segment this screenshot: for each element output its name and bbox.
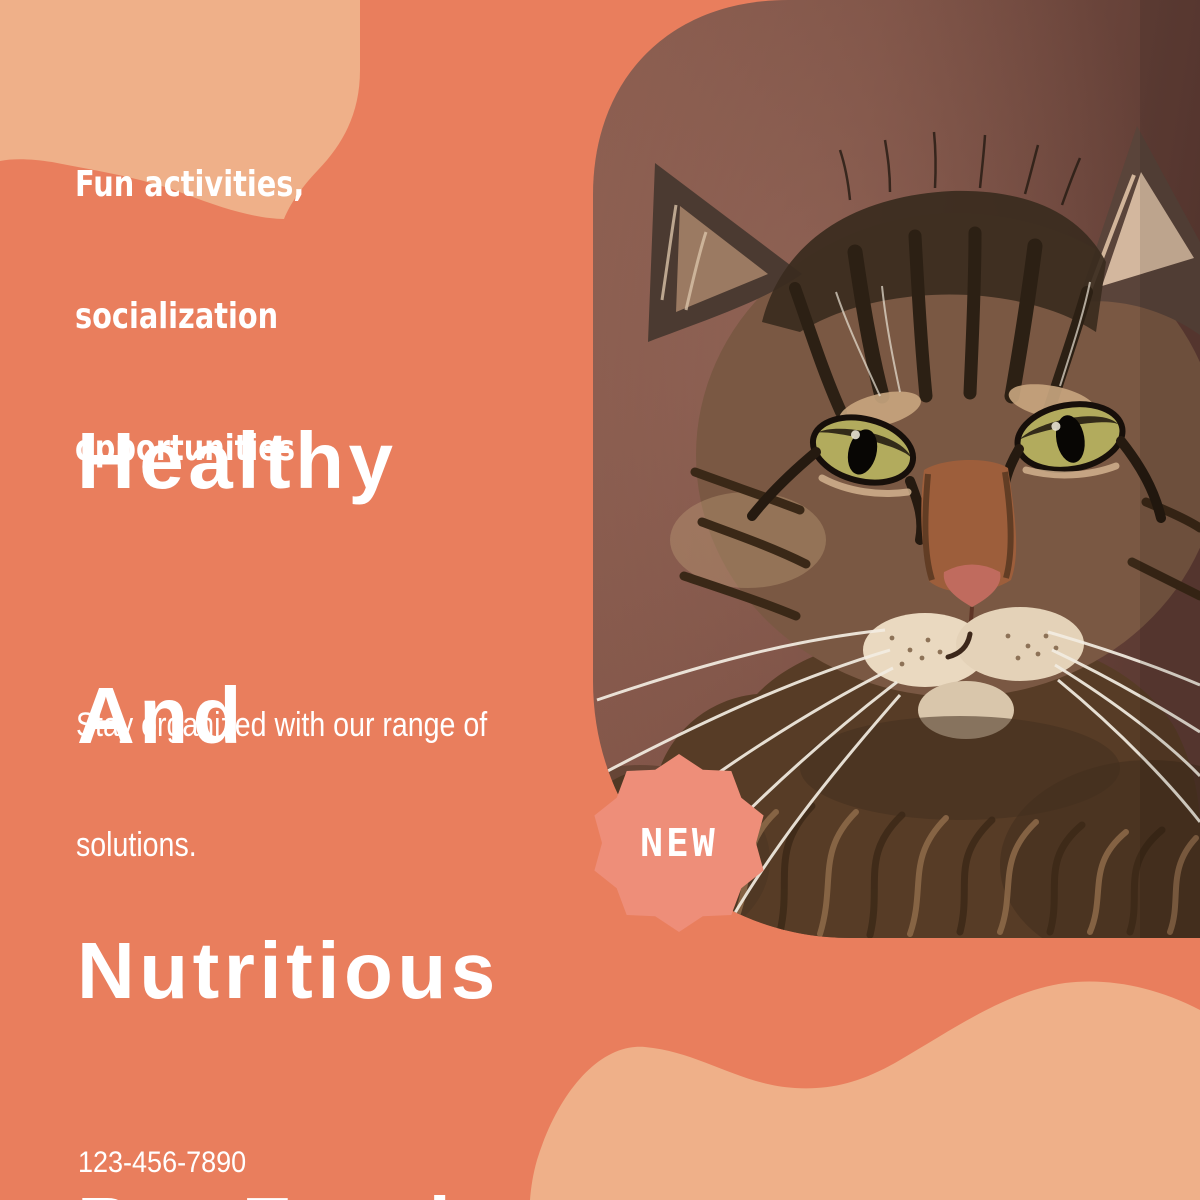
blob-bottom-right <box>530 981 1200 1200</box>
cat-brow-whiskers <box>835 281 1091 397</box>
headline-line-2: And <box>77 671 247 760</box>
body-copy: Stay organized with our range of solutio… <box>76 625 487 945</box>
tagline-line-1: Fun activities, <box>75 164 305 205</box>
headline-line-1: Healthy <box>77 416 398 505</box>
new-badge-shape <box>594 754 764 932</box>
blob-top-left <box>0 0 360 219</box>
phone-number: 123-456-7890 <box>78 1146 247 1179</box>
cat-cheek-stripes <box>679 467 1200 621</box>
new-badge-label: NEW <box>640 821 718 865</box>
contact-block: 123-456-7890 www.capcut.com <box>78 1053 281 1200</box>
headline: Healthy And Nutritious Pet Food <box>77 248 500 1200</box>
tagline-line-3: opportunities <box>75 428 295 469</box>
cat-left-eye <box>809 414 917 486</box>
headline-line-3: Nutritious <box>77 926 500 1015</box>
cat-nose-bridge <box>921 459 1017 593</box>
cat-muzzle <box>863 613 987 687</box>
tagline-line-2: socialization <box>75 296 279 337</box>
cat-nose <box>943 564 1001 607</box>
body-line-1: Stay organized with our range of <box>76 706 488 744</box>
tagline: Fun activities, socialization opportunit… <box>75 75 304 559</box>
cat-whisker-dots <box>889 633 1059 667</box>
cat-right-eye <box>1014 401 1126 473</box>
cat-head <box>696 213 1200 697</box>
cat-crown <box>762 190 1106 332</box>
cat-mouth <box>945 631 973 660</box>
cat-left-ear <box>648 163 802 342</box>
cat-hair-wisps <box>838 131 1082 206</box>
headline-line-4: Pet Food <box>77 1183 500 1200</box>
body-line-2: solutions. <box>76 826 197 864</box>
